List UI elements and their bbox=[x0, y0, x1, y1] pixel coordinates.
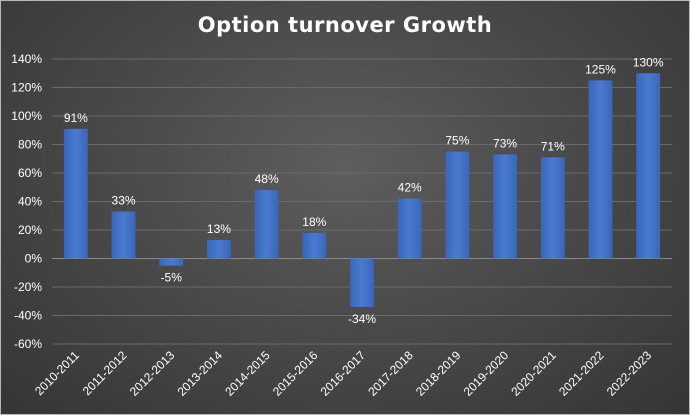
data-label: 42% bbox=[398, 181, 422, 195]
y-tick-label: -60% bbox=[14, 337, 42, 351]
y-tick-label: 60% bbox=[18, 166, 42, 180]
y-tick-label: 40% bbox=[18, 195, 42, 209]
bar-2021-2022 bbox=[588, 80, 613, 259]
bar-2022-2023 bbox=[636, 73, 661, 259]
x-tick-label: 2011-2012 bbox=[80, 348, 130, 398]
x-tick-label: 2015-2016 bbox=[270, 348, 321, 399]
bar-2017-2018 bbox=[397, 198, 422, 259]
bar-2010-2011 bbox=[63, 128, 88, 259]
bar-2016-2017 bbox=[350, 258, 374, 307]
data-label: -34% bbox=[348, 312, 376, 326]
x-tick-label: 2021-2022 bbox=[556, 348, 607, 399]
x-tick-label: 2022-2023 bbox=[604, 348, 655, 399]
y-tick-label: -40% bbox=[14, 309, 42, 323]
x-tick-label: 2012-2013 bbox=[127, 348, 178, 399]
bar-2013-2014 bbox=[207, 239, 231, 259]
data-label: 91% bbox=[64, 111, 88, 125]
gridlines bbox=[52, 58, 672, 345]
y-tick-label: 100% bbox=[11, 109, 42, 123]
data-label: 130% bbox=[633, 55, 664, 69]
bars bbox=[63, 73, 661, 307]
bar-2012-2013 bbox=[159, 258, 184, 266]
bar-2011-2012 bbox=[111, 211, 136, 259]
x-tick-label: 2018-2019 bbox=[413, 348, 464, 399]
y-tick-label: 20% bbox=[18, 223, 42, 237]
bar-2015-2016 bbox=[302, 232, 327, 259]
y-tick-label: 120% bbox=[11, 81, 42, 95]
data-labels: 91% 33% -5% 13% 48% 18% -34% 42% 75% 73% 71% 125% 13… bbox=[64, 55, 664, 326]
x-tick-label: 2010-2011 bbox=[32, 348, 82, 398]
y-tick-label: 0% bbox=[25, 252, 43, 266]
data-label: 33% bbox=[112, 193, 136, 207]
x-tick-label: 2020-2021 bbox=[508, 348, 559, 399]
x-tick-label: 2013-2014 bbox=[175, 348, 226, 399]
bar-2019-2020 bbox=[493, 154, 517, 259]
data-label: 18% bbox=[302, 215, 326, 229]
data-label: 48% bbox=[255, 172, 279, 186]
x-tick-label: 2016-2017 bbox=[318, 348, 369, 399]
x-axis: 2010-20112011-20122012-20132013-20142014… bbox=[32, 348, 654, 399]
chart-title: Option turnover Growth bbox=[197, 13, 493, 37]
data-label: 71% bbox=[541, 139, 565, 153]
data-label: 73% bbox=[493, 136, 517, 150]
y-axis: 140% 120% 100% 80% 60% 40% 20% 0% -20% -40% -60% bbox=[11, 52, 42, 351]
bar-2018-2019 bbox=[445, 151, 470, 259]
bar-2020-2021 bbox=[540, 157, 565, 259]
y-tick-label: -20% bbox=[14, 280, 42, 294]
data-label: -5% bbox=[161, 271, 183, 285]
data-label: 75% bbox=[445, 134, 469, 148]
x-tick-label: 2014-2015 bbox=[222, 348, 273, 399]
data-label: 13% bbox=[207, 222, 231, 236]
y-tick-label: 140% bbox=[11, 52, 42, 66]
data-label: 125% bbox=[585, 62, 616, 76]
x-tick-label: 2017-2018 bbox=[365, 348, 416, 399]
y-tick-label: 80% bbox=[18, 138, 42, 152]
bar-2014-2015 bbox=[254, 190, 279, 259]
x-tick-label: 2019-2020 bbox=[461, 348, 512, 399]
